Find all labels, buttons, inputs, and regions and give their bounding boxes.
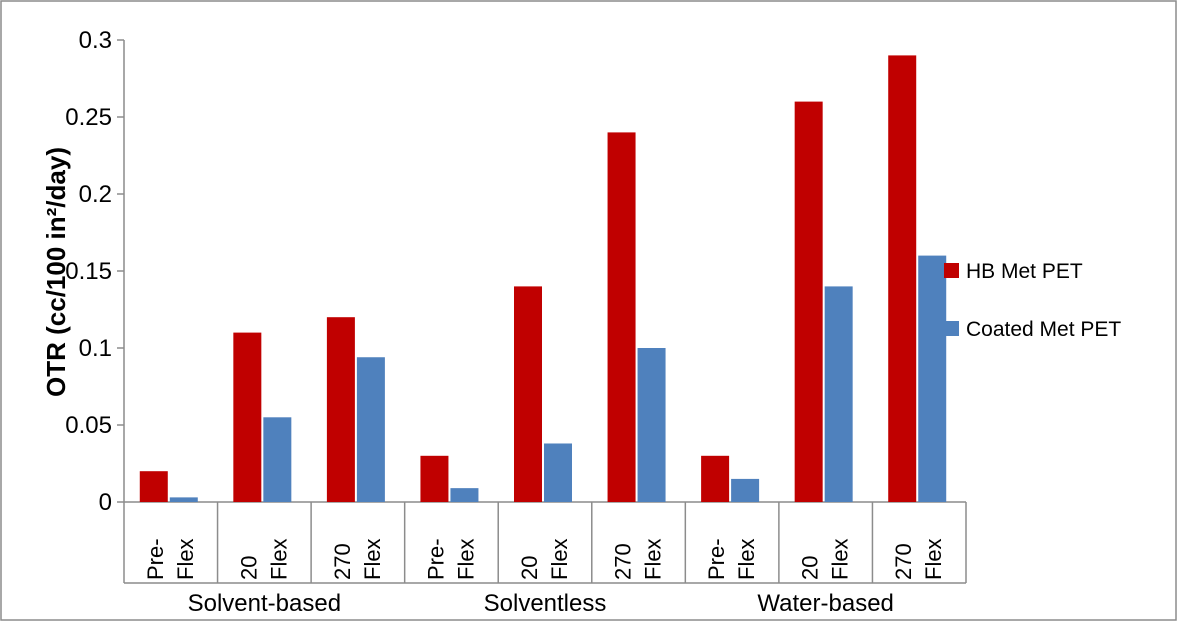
y-axis: 0 0.05 0.1 0.15 0.2 0.25 0.3 <box>65 27 125 516</box>
category-label: Flex <box>360 538 385 580</box>
category-label: Flex <box>453 538 478 580</box>
legend-entry: HB Met PET <box>966 260 1083 283</box>
group-label: Solvent-based <box>188 590 341 617</box>
bar-hb-met-pet <box>607 132 636 502</box>
legend-entry: Coated Met PET <box>966 318 1121 341</box>
x-axis: Pre- Flex 20 Flex 270 Flex Pre- Flex 20 Flex 270 Fl… <box>123 501 967 617</box>
y-tick-label: 0.3 <box>79 27 112 54</box>
bar-coated-met-pet <box>450 488 479 502</box>
category-label: Flex <box>266 538 291 580</box>
category-label: 20 <box>517 556 542 580</box>
category-label: Pre- <box>143 538 168 580</box>
category-label: Flex <box>828 538 853 580</box>
category-label: Flex <box>173 538 198 580</box>
bar-hb-met-pet <box>420 455 449 502</box>
bar-hb-met-pet <box>888 55 917 503</box>
bar-coated-met-pet <box>731 478 760 502</box>
y-axis-label: OTR (cc/100 in²/day) <box>41 147 71 397</box>
bars <box>139 55 947 503</box>
category-label: 270 <box>611 543 636 580</box>
bar-coated-met-pet <box>544 443 572 502</box>
category-label: Pre- <box>704 538 729 580</box>
category-label: Flex <box>547 538 572 580</box>
y-tick-label: 0.05 <box>65 412 112 439</box>
bar-coated-met-pet <box>824 286 853 502</box>
bar-hb-met-pet <box>233 332 262 502</box>
y-tick-label: 0.2 <box>79 181 112 208</box>
bar-hb-met-pet <box>139 471 168 502</box>
category-label: Flex <box>734 538 759 580</box>
y-tick-label: 0.25 <box>65 104 112 131</box>
legend: HB Met PET Coated Met PET <box>944 260 1121 341</box>
bar-coated-met-pet <box>356 357 385 502</box>
category-label: 20 <box>798 556 823 580</box>
legend-swatch <box>944 263 959 278</box>
bar-coated-met-pet <box>169 497 198 502</box>
category-label: Flex <box>921 538 946 580</box>
bar-coated-met-pet <box>918 255 947 502</box>
bar-coated-met-pet <box>637 348 666 502</box>
bar-hb-met-pet <box>514 286 542 502</box>
y-tick-label: 0.15 <box>65 258 112 285</box>
y-tick-label: 0 <box>99 489 112 516</box>
category-label: 270 <box>330 543 355 580</box>
bar-coated-met-pet <box>263 417 292 502</box>
group-label: Water-based <box>757 590 894 617</box>
bar-hb-met-pet <box>326 317 355 502</box>
category-label: Flex <box>641 538 666 580</box>
legend-swatch <box>944 321 959 336</box>
category-label: Pre- <box>423 538 448 580</box>
bar-hb-met-pet <box>794 101 823 502</box>
category-label: 270 <box>891 543 916 580</box>
y-tick-label: 0.1 <box>79 335 112 362</box>
group-label: Solventless <box>484 590 607 617</box>
category-label: 20 <box>236 556 261 580</box>
bar-hb-met-pet <box>701 455 730 502</box>
